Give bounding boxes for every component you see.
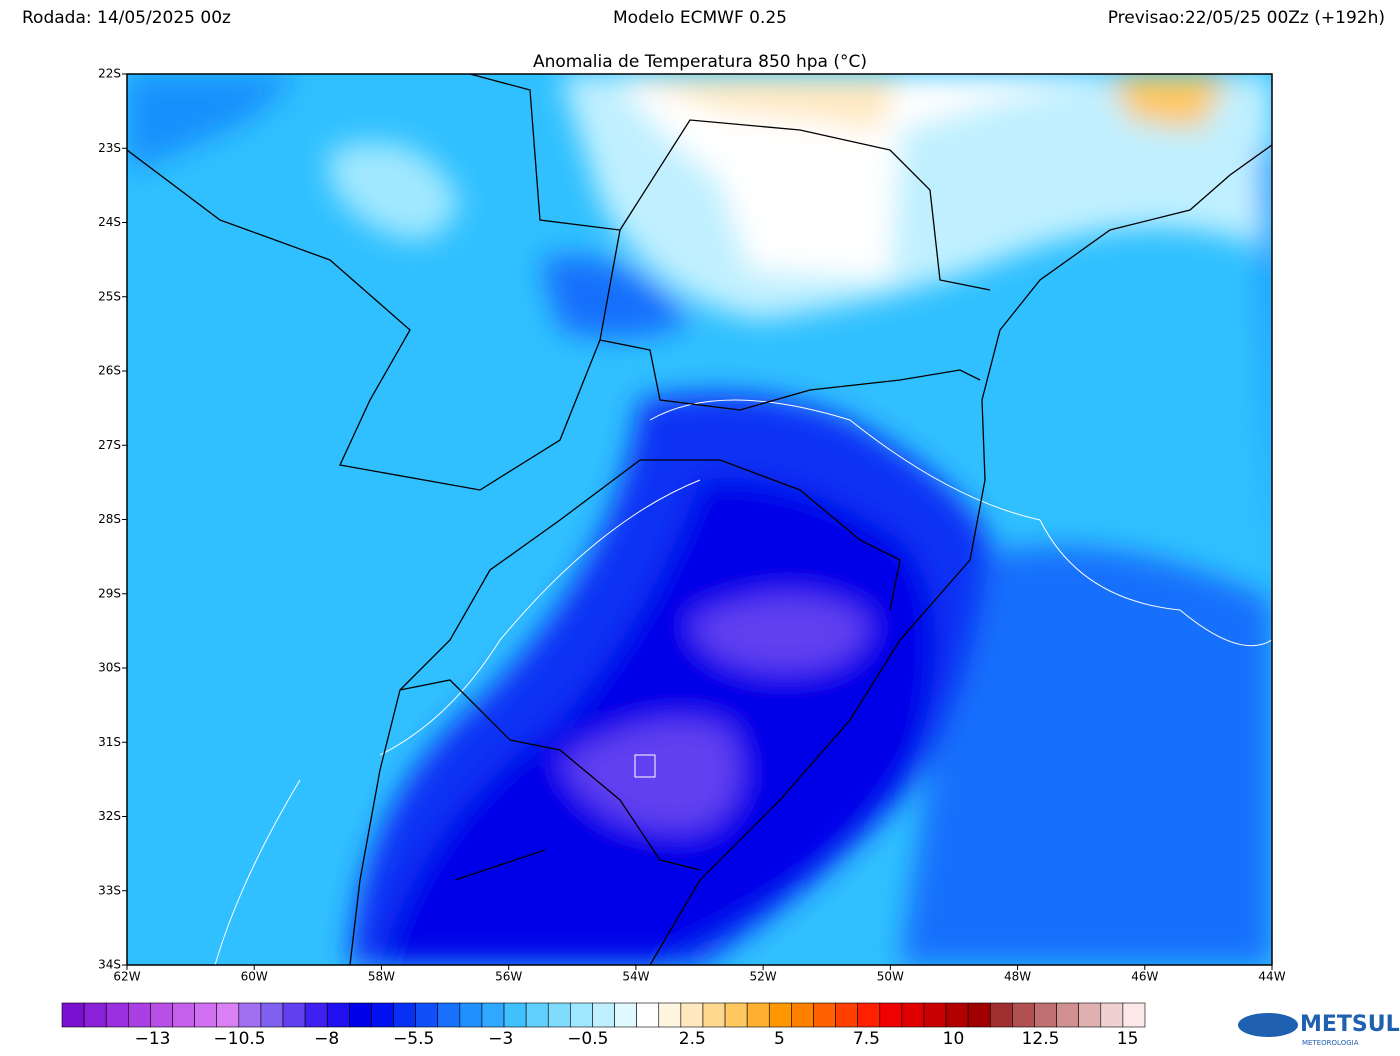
colorbar-swatch — [1122, 1002, 1146, 1028]
y-tick-label: 25S — [98, 289, 121, 303]
y-tick-label: 33S — [98, 883, 121, 897]
logo-name: METSUL — [1300, 1012, 1400, 1037]
colorbar-swatch — [260, 1002, 284, 1028]
logo-icon — [1238, 1013, 1298, 1037]
colorbar-swatch — [746, 1002, 770, 1028]
y-tick-label: 34S — [98, 958, 121, 972]
colorbar-swatch — [238, 1002, 262, 1028]
x-tick-label: 56W — [495, 970, 522, 984]
x-tick-label: 48W — [1004, 970, 1031, 984]
x-tick-label: 62W — [113, 970, 140, 984]
colorbar-label: −13 — [135, 1029, 171, 1049]
x-tick-label: 54W — [622, 970, 649, 984]
colorbar-swatch — [768, 1002, 792, 1028]
x-tick-label: 44W — [1258, 970, 1285, 984]
y-tick-label: 32S — [98, 809, 121, 823]
colorbar-label: −8 — [314, 1029, 339, 1049]
colorbar-swatch — [415, 1002, 439, 1028]
colorbar-swatch — [61, 1002, 85, 1028]
colorbar-swatch — [702, 1002, 726, 1028]
colorbar-swatch — [592, 1002, 615, 1028]
colorbar-swatch — [194, 1002, 218, 1028]
y-tick-label: 30S — [98, 661, 121, 675]
colorbar-swatch — [83, 1002, 107, 1028]
colorbar-swatch — [150, 1002, 173, 1028]
colorbar-swatch — [349, 1002, 372, 1028]
colorbar-swatch — [879, 1002, 903, 1028]
y-tick-label: 22S — [98, 67, 121, 81]
colorbar-swatch — [901, 1002, 925, 1028]
colorbar-swatch — [614, 1002, 637, 1028]
colorbar-label: 5 — [774, 1029, 785, 1049]
y-tick-label: 28S — [98, 512, 121, 526]
colorbar-swatch — [923, 1002, 947, 1028]
y-tick-label: 31S — [98, 735, 121, 749]
x-tick-label: 46W — [1131, 970, 1158, 984]
colorbar-swatch — [547, 1002, 571, 1028]
colorbar-swatch — [481, 1002, 505, 1028]
colorbar-swatch — [813, 1002, 836, 1028]
colorbar-label: 7.5 — [853, 1029, 880, 1049]
colorbar-swatch — [857, 1002, 881, 1028]
colorbar-swatch — [835, 1002, 858, 1028]
x-tick-label: 60W — [241, 970, 268, 984]
colorbar-swatch — [1056, 1002, 1079, 1028]
colorbar-swatch — [282, 1002, 306, 1028]
colorbar-swatch — [1078, 1002, 1102, 1028]
forecast-label: Previsao:22/05/25 00Zz (+192h) — [1108, 8, 1385, 28]
colorbar-swatch — [459, 1002, 483, 1028]
colorbar-swatch — [724, 1002, 748, 1028]
colorbar-label: −0.5 — [567, 1029, 608, 1049]
x-tick-label: 52W — [750, 970, 777, 984]
colorbar-swatch — [371, 1002, 394, 1028]
colorbar-swatch — [326, 1002, 350, 1028]
colorbar-swatch — [393, 1002, 416, 1028]
y-tick-label: 24S — [98, 215, 121, 229]
x-tick-label: 58W — [368, 970, 395, 984]
colorbar-swatch — [945, 1002, 969, 1028]
colorbar-swatch — [1100, 1002, 1124, 1028]
y-tick-label: 27S — [98, 438, 121, 452]
run-label: Rodada: 14/05/2025 00z — [22, 8, 231, 28]
y-tick-label: 29S — [98, 586, 121, 600]
colorbar-swatch — [658, 1002, 682, 1028]
colorbar-swatch — [1034, 1002, 1057, 1028]
colorbar-swatch — [636, 1002, 660, 1028]
model-label: Modelo ECMWF 0.25 — [613, 8, 787, 28]
colorbar-label: 2.5 — [679, 1029, 706, 1049]
field — [127, 74, 1272, 965]
x-tick-label: 50W — [877, 970, 904, 984]
colorbar-swatch — [105, 1002, 129, 1028]
colorbar-swatch — [680, 1002, 704, 1028]
colorbar-swatch — [1012, 1002, 1035, 1028]
colorbar-label: −3 — [488, 1029, 513, 1049]
colorbar-swatch — [437, 1002, 461, 1028]
colorbar-swatch — [791, 1002, 814, 1028]
colorbar-swatch — [967, 1002, 991, 1028]
colorbar-swatch — [216, 1002, 240, 1028]
colorbar-label: −10.5 — [214, 1029, 266, 1049]
colorbar-label: 15 — [1117, 1029, 1139, 1049]
colorbar-label: 12.5 — [1022, 1029, 1060, 1049]
colorbar-swatch — [172, 1002, 195, 1028]
colorbar-label: 10 — [943, 1029, 965, 1049]
y-tick-label: 23S — [98, 141, 121, 155]
colorbar-swatch — [570, 1002, 593, 1028]
y-tick-label: 26S — [98, 364, 121, 378]
colorbar-swatch — [128, 1002, 151, 1028]
logo-sub: METEOROLOGIA — [1302, 1039, 1359, 1047]
colorbar-swatch — [503, 1002, 527, 1028]
colorbar-label: −5.5 — [393, 1029, 434, 1049]
map-title: Anomalia de Temperatura 850 hpa (°C) — [533, 52, 867, 72]
colorbar-swatch — [989, 1002, 1013, 1028]
colorbar-swatch — [525, 1002, 549, 1028]
colorbar-swatch — [304, 1002, 328, 1028]
